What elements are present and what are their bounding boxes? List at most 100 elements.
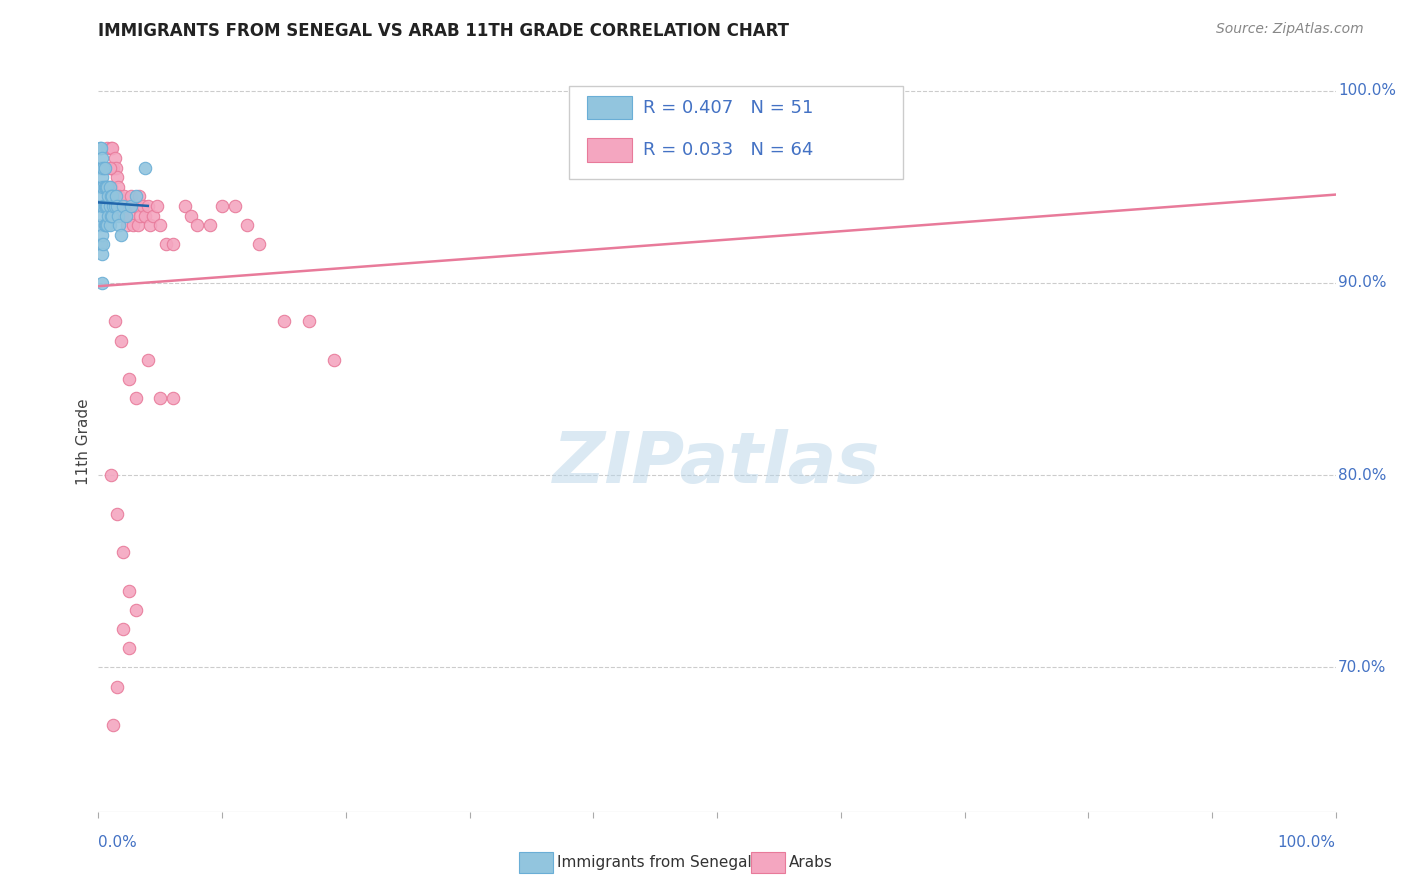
Point: [94, 199, 117, 213]
Point: [129, 209, 152, 223]
Text: Source: ZipAtlas.com: Source: ZipAtlas.com: [1216, 22, 1364, 37]
Point: [110, 334, 132, 348]
Point: [111, 209, 134, 223]
Point: [114, 199, 136, 213]
Point: [136, 352, 159, 367]
Point: [103, 718, 125, 732]
Point: [103, 151, 125, 165]
Point: [96, 199, 118, 213]
Point: [112, 199, 135, 213]
Text: 100.0%: 100.0%: [1278, 835, 1336, 850]
FancyBboxPatch shape: [588, 138, 631, 161]
Point: [100, 141, 122, 155]
Point: [112, 622, 135, 636]
Point: [110, 227, 132, 242]
Point: [211, 199, 233, 213]
Point: [162, 391, 184, 405]
Point: [149, 391, 172, 405]
Point: [124, 189, 146, 203]
Point: [94, 218, 117, 232]
Point: [124, 391, 146, 405]
Point: [103, 199, 125, 213]
Point: [96, 218, 118, 232]
Point: [94, 179, 117, 194]
Point: [186, 218, 208, 232]
Point: [162, 237, 184, 252]
Point: [91, 151, 114, 165]
Point: [93, 199, 115, 213]
Point: [120, 189, 142, 203]
Point: [101, 141, 124, 155]
Point: [98, 161, 121, 175]
Point: [155, 237, 177, 252]
Point: [134, 161, 156, 175]
Point: [145, 199, 167, 213]
Point: [90, 179, 112, 194]
Point: [114, 209, 136, 223]
Point: [97, 179, 120, 194]
Point: [100, 161, 122, 175]
Point: [122, 218, 145, 232]
Point: [118, 583, 141, 598]
Text: ZIPatlas: ZIPatlas: [554, 429, 880, 499]
Point: [180, 209, 202, 223]
Point: [93, 237, 115, 252]
Point: [90, 141, 112, 155]
Point: [98, 218, 121, 232]
Point: [105, 199, 128, 213]
Point: [105, 170, 128, 185]
Point: [100, 209, 122, 223]
Point: [101, 209, 124, 223]
Point: [139, 218, 162, 232]
Point: [124, 199, 146, 213]
Point: [118, 372, 141, 386]
Point: [127, 218, 149, 232]
Text: 100.0%: 100.0%: [1339, 83, 1396, 98]
Point: [100, 179, 122, 194]
Y-axis label: 11th Grade: 11th Grade: [76, 398, 91, 485]
Point: [105, 507, 128, 521]
Point: [247, 237, 270, 252]
Point: [112, 545, 135, 559]
Point: [90, 161, 112, 175]
Point: [91, 276, 114, 290]
Point: [89, 179, 111, 194]
Text: 70.0%: 70.0%: [1339, 660, 1386, 675]
Text: IMMIGRANTS FROM SENEGAL VS ARAB 11TH GRADE CORRELATION CHART: IMMIGRANTS FROM SENEGAL VS ARAB 11TH GRA…: [98, 22, 789, 40]
Text: 0.0%: 0.0%: [98, 835, 138, 850]
Point: [97, 209, 120, 223]
Text: 90.0%: 90.0%: [1339, 276, 1386, 291]
Point: [103, 199, 125, 213]
FancyBboxPatch shape: [588, 95, 631, 120]
Point: [198, 218, 221, 232]
Point: [89, 161, 111, 175]
Point: [273, 314, 295, 328]
Point: [96, 179, 118, 194]
FancyBboxPatch shape: [568, 87, 903, 178]
Point: [112, 199, 135, 213]
Point: [93, 218, 115, 232]
Point: [105, 189, 128, 203]
Point: [134, 209, 156, 223]
Point: [93, 199, 115, 213]
Point: [90, 199, 112, 213]
Point: [224, 199, 246, 213]
Point: [298, 314, 321, 328]
Point: [108, 189, 131, 203]
Point: [89, 218, 111, 232]
Point: [101, 189, 124, 203]
Point: [104, 189, 127, 203]
Text: Arabs: Arabs: [789, 855, 832, 870]
Point: [322, 352, 344, 367]
Point: [98, 179, 121, 194]
Point: [100, 189, 122, 203]
Point: [236, 218, 259, 232]
Point: [108, 218, 131, 232]
Point: [91, 247, 114, 261]
Text: Immigrants from Senegal: Immigrants from Senegal: [557, 855, 752, 870]
Point: [132, 199, 155, 213]
Point: [118, 641, 141, 656]
Point: [104, 161, 127, 175]
Point: [97, 189, 120, 203]
Point: [96, 141, 118, 155]
